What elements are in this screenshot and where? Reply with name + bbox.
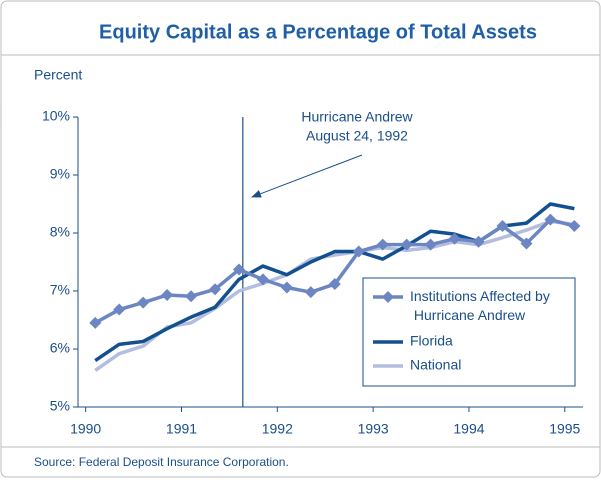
marker bbox=[400, 238, 413, 251]
chart-title: Equity Capital as a Percentage of Total … bbox=[99, 21, 537, 43]
x-tick-label: 1995 bbox=[549, 421, 580, 437]
x-tick-label: 1993 bbox=[358, 421, 389, 437]
marker bbox=[376, 238, 389, 251]
y-tick-label: 7% bbox=[50, 282, 70, 298]
marker bbox=[328, 278, 341, 291]
marker bbox=[352, 245, 365, 258]
y-tick-label: 9% bbox=[50, 166, 70, 182]
marker bbox=[185, 290, 198, 303]
legend-marker bbox=[382, 291, 394, 303]
marker bbox=[472, 235, 485, 248]
y-tick-label: 10% bbox=[42, 108, 70, 124]
annotation: August 24, 1992 bbox=[306, 128, 408, 144]
marker bbox=[448, 232, 461, 245]
x-tick-label: 1992 bbox=[262, 421, 293, 437]
marker bbox=[280, 281, 293, 294]
marker bbox=[544, 213, 557, 226]
marker bbox=[137, 296, 150, 309]
x-tick-label: 1991 bbox=[166, 421, 197, 437]
x-tick-label: 1990 bbox=[70, 421, 101, 437]
legend-label: National bbox=[410, 357, 461, 373]
marker bbox=[520, 237, 533, 250]
y-axis-label: Percent bbox=[34, 67, 82, 83]
legend-label: Institutions Affected by Hurricane Andre… bbox=[410, 288, 550, 323]
marker bbox=[113, 303, 126, 316]
marker bbox=[496, 220, 509, 233]
annotation: Hurricane Andrew bbox=[301, 109, 413, 125]
y-tick-label: 6% bbox=[50, 340, 70, 356]
marker bbox=[424, 238, 437, 251]
y-tick-label: 5% bbox=[50, 398, 70, 414]
y-tick-label: 8% bbox=[50, 224, 70, 240]
marker bbox=[232, 263, 245, 276]
marker bbox=[89, 316, 102, 329]
annotation-arrow bbox=[251, 154, 363, 198]
marker bbox=[568, 220, 581, 233]
marker bbox=[256, 273, 269, 286]
marker bbox=[304, 286, 317, 299]
marker bbox=[161, 289, 174, 302]
marker bbox=[209, 283, 222, 296]
source: Source: Federal Deposit Insurance Corpor… bbox=[34, 455, 289, 469]
legend-label: Florida bbox=[410, 333, 453, 349]
x-tick-label: 1994 bbox=[453, 421, 484, 437]
